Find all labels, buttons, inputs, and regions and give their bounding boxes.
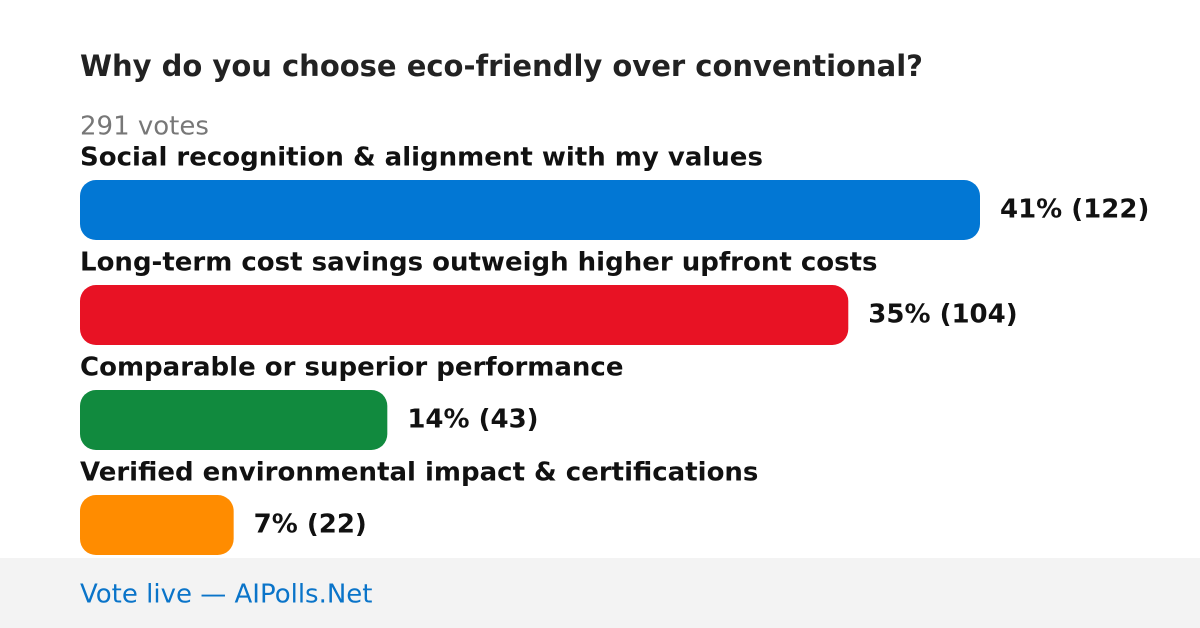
option-label: Social recognition & alignment with my v…: [80, 143, 763, 173]
poll-title: Why do you choose eco-friendly over conv…: [80, 49, 923, 83]
value-label: 14% (43): [407, 405, 538, 435]
option-label: Long-term cost savings outweigh higher u…: [80, 248, 877, 278]
bar: [80, 180, 980, 240]
bar: [80, 390, 388, 450]
value-label: 41% (122): [1000, 195, 1149, 225]
option-label: Comparable or superior performance: [80, 353, 623, 383]
value-label: 7% (22): [254, 510, 367, 540]
footer-link[interactable]: Vote live — AIPolls.Net: [80, 580, 373, 610]
vote-total: 291 votes: [80, 112, 209, 142]
value-label: 35% (104): [868, 300, 1017, 330]
bar: [80, 285, 849, 345]
bar: [80, 495, 234, 555]
footer-band: [0, 558, 1200, 628]
option-label: Verified environmental impact & certific…: [80, 458, 758, 488]
